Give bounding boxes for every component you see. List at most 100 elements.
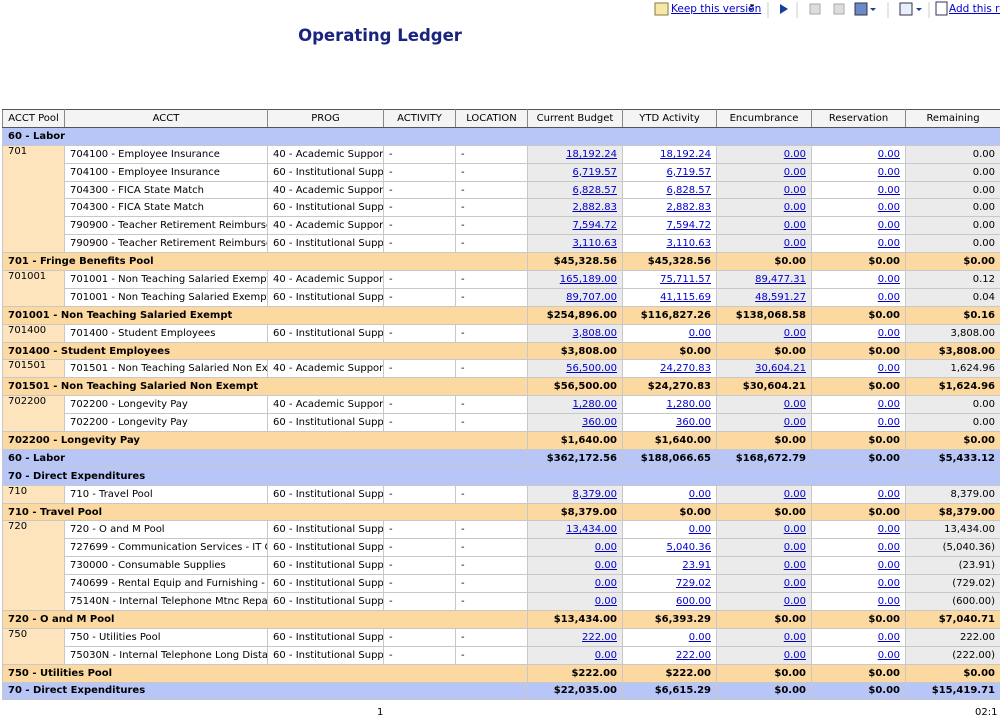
amount-link[interactable]: 0.00 — [689, 489, 711, 500]
amount-link[interactable]: 0.00 — [595, 560, 617, 571]
amount-link[interactable]: 0.00 — [878, 274, 900, 285]
amount-link[interactable]: 0.00 — [784, 202, 806, 213]
amount-link[interactable]: 0.00 — [784, 149, 806, 160]
amount-link[interactable]: 7,594.72 — [572, 220, 617, 231]
amount-cell: 0.00 — [812, 181, 906, 199]
text-cell: - — [384, 485, 456, 503]
amount-cell: 0.00 — [812, 628, 906, 646]
amount-link[interactable]: 0.00 — [878, 149, 900, 160]
amount-link[interactable]: 0.00 — [689, 632, 711, 643]
text-cell: - — [384, 235, 456, 253]
amount-link[interactable]: 6,828.57 — [666, 185, 711, 196]
amount-link[interactable]: 24,270.83 — [660, 363, 711, 374]
amount-link[interactable]: 0.00 — [784, 524, 806, 535]
amount-link[interactable]: 0.00 — [784, 220, 806, 231]
amount-link[interactable]: 165,189.00 — [560, 274, 617, 285]
amount-link[interactable]: 0.00 — [595, 578, 617, 589]
amount-link[interactable]: 0.00 — [878, 542, 900, 553]
amount-link[interactable]: 0.00 — [878, 185, 900, 196]
amount-link[interactable]: 222.00 — [676, 650, 711, 661]
amount-link[interactable]: 0.00 — [784, 560, 806, 571]
text-cell: - — [456, 575, 528, 593]
amount-link[interactable]: 89,477.31 — [755, 274, 806, 285]
amount-link[interactable]: 0.00 — [878, 399, 900, 410]
amount-link[interactable]: 0.00 — [878, 363, 900, 374]
amount-link[interactable]: 6,719.57 — [572, 167, 617, 178]
amount-link[interactable]: 0.00 — [784, 185, 806, 196]
amount-link[interactable]: 18,192.24 — [660, 149, 711, 160]
amount-link[interactable]: 13,434.00 — [566, 524, 617, 535]
amount-link[interactable]: 360.00 — [582, 417, 617, 428]
amount-link[interactable]: 0.00 — [784, 632, 806, 643]
text-cell: 701001 - Non Teaching Salaried Exempt — [65, 288, 268, 306]
amount-link[interactable]: 729.02 — [676, 578, 711, 589]
amount-cell: 2,882.83 — [528, 199, 623, 217]
amount-link[interactable]: 0.00 — [784, 328, 806, 339]
amount-link[interactable]: 0.00 — [878, 596, 900, 607]
amount-link[interactable]: 1,280.00 — [666, 399, 711, 410]
amount-link[interactable]: 0.00 — [784, 542, 806, 553]
amount-link[interactable]: 0.00 — [878, 167, 900, 178]
acct-pool: 750 — [3, 628, 65, 664]
amount-link[interactable]: 0.00 — [784, 399, 806, 410]
amount-cell: 0.00 — [717, 414, 812, 432]
amount-link[interactable]: 1,280.00 — [572, 399, 617, 410]
amount-link[interactable]: 0.00 — [878, 489, 900, 500]
amount-link[interactable]: 0.00 — [784, 238, 806, 249]
amount-link[interactable]: 600.00 — [676, 596, 711, 607]
amount-cell: 89,707.00 — [528, 288, 623, 306]
amount-link[interactable]: 0.00 — [878, 328, 900, 339]
amount-link[interactable]: 89,707.00 — [566, 292, 617, 303]
subtotal-amount: $45,328.56 — [623, 253, 717, 271]
amount-link[interactable]: 2,882.83 — [572, 202, 617, 213]
amount-link[interactable]: 0.00 — [878, 560, 900, 571]
amount-link[interactable]: 0.00 — [878, 650, 900, 661]
subtotal-amount: $116,827.26 — [623, 306, 717, 324]
amount-link[interactable]: 3,110.63 — [666, 238, 711, 249]
amount-link[interactable]: 6,828.57 — [572, 185, 617, 196]
amount-link[interactable]: 0.00 — [595, 542, 617, 553]
amount-link[interactable]: 2,882.83 — [666, 202, 711, 213]
amount-link[interactable]: 3,110.63 — [572, 238, 617, 249]
amount-link[interactable]: 0.00 — [784, 489, 806, 500]
amount-cell: 0.00 — [906, 181, 1000, 199]
amount-link[interactable]: 222.00 — [582, 632, 617, 643]
amount-link[interactable]: 0.00 — [878, 632, 900, 643]
amount-cell: 1,280.00 — [528, 396, 623, 414]
amount-link[interactable]: 0.00 — [878, 292, 900, 303]
amount-link[interactable]: 5,040.36 — [666, 542, 711, 553]
table-row: 75030N - Internal Telephone Long Distanc… — [3, 646, 1000, 664]
amount-link[interactable]: 0.00 — [784, 650, 806, 661]
amount-cell: 0.00 — [812, 324, 906, 342]
amount-link[interactable]: 56,500.00 — [566, 363, 617, 374]
amount-link[interactable]: 23.91 — [682, 560, 711, 571]
amount-link[interactable]: 0.00 — [784, 596, 806, 607]
amount-link[interactable]: 41,115.69 — [660, 292, 711, 303]
amount-link[interactable]: 30,604.21 — [755, 363, 806, 374]
amount-link[interactable]: 0.00 — [784, 578, 806, 589]
amount-link[interactable]: 0.00 — [878, 220, 900, 231]
amount-link[interactable]: 0.00 — [878, 578, 900, 589]
amount-link[interactable]: 48,591.27 — [755, 292, 806, 303]
amount-link[interactable]: 7,594.72 — [666, 220, 711, 231]
amount-link[interactable]: 360.00 — [676, 417, 711, 428]
amount-link[interactable]: 0.00 — [689, 524, 711, 535]
amount-link[interactable]: 0.00 — [595, 596, 617, 607]
amount-link[interactable]: 0.00 — [784, 417, 806, 428]
amount-link[interactable]: 0.00 — [878, 202, 900, 213]
amount-link[interactable]: 0.00 — [595, 650, 617, 661]
amount-link[interactable]: 75,711.57 — [660, 274, 711, 285]
amount-cell: 0.00 — [717, 646, 812, 664]
amount-link[interactable]: 0.00 — [878, 238, 900, 249]
amount-cell: 0.00 — [812, 288, 906, 306]
amount-link[interactable]: 6,719.57 — [666, 167, 711, 178]
amount-link[interactable]: 0.00 — [878, 524, 900, 535]
amount-link[interactable]: 3,808.00 — [572, 328, 617, 339]
amount-link[interactable]: 0.00 — [784, 167, 806, 178]
amount-link[interactable]: 18,192.24 — [566, 149, 617, 160]
add-report-link[interactable]: Add this re — [949, 3, 1000, 15]
amount-link[interactable]: 8,379.00 — [572, 489, 617, 500]
amount-link[interactable]: 0.00 — [878, 417, 900, 428]
amount-link[interactable]: 0.00 — [689, 328, 711, 339]
